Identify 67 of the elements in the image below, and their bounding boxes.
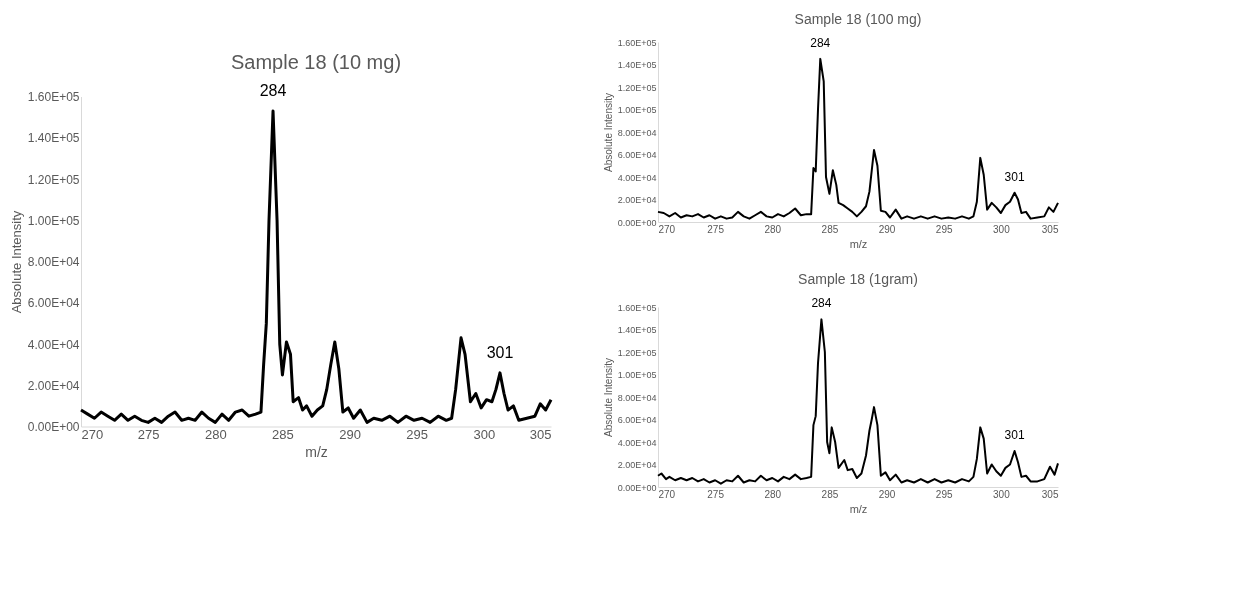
y-tick-label: 6.00E+04 [617, 415, 657, 425]
x-axis-title: m/z [849, 502, 868, 515]
line-series [79, 109, 553, 424]
y-tick-label: 1.20E+05 [617, 82, 657, 93]
y-tick-label: 0.00E+00 [617, 217, 657, 228]
y-tick-label: 2.00E+04 [27, 378, 80, 393]
y-tick-label: 1.40E+05 [617, 60, 657, 70]
annotation: 301 [1004, 169, 1025, 184]
y-tick-label: 1.40E+05 [617, 325, 657, 335]
x-tick-label: 275 [137, 427, 160, 442]
x-tick-label: 295 [935, 488, 953, 500]
y-tick-label: 1.60E+05 [617, 302, 657, 313]
annotation: 284 [811, 296, 832, 311]
x-axis-title: m/z [849, 237, 868, 250]
y-tick-label: 6.00E+04 [617, 150, 657, 160]
x-tick-label: 270 [81, 427, 104, 442]
x-tick-label: 290 [339, 427, 361, 442]
x-tick-label: 275 [707, 488, 725, 500]
x-tick-label: 280 [764, 488, 782, 500]
x-tick-label: 285 [821, 488, 839, 500]
y-tick-label: 0.00E+00 [27, 420, 80, 434]
y-tick-label: 1.60E+05 [617, 37, 657, 48]
x-tick-label: 280 [204, 427, 227, 442]
chart-title: Sample 18 (100 mg) [794, 10, 922, 27]
y-tick-label: 1.00E+05 [617, 105, 657, 115]
y-tick-label: 1.20E+05 [27, 172, 80, 187]
x-tick-label: 270 [658, 488, 676, 500]
y-axis-title: Absolute Intensity [602, 93, 614, 172]
x-axis-title: m/z [305, 444, 328, 460]
x-tick-label: 305 [1041, 223, 1059, 235]
x-tick-label: 285 [272, 427, 294, 442]
x-tick-label: 295 [935, 223, 953, 235]
y-tick-label: 4.00E+04 [617, 172, 657, 183]
x-tick-label: 300 [993, 223, 1011, 235]
y-tick-label: 8.00E+04 [27, 255, 80, 269]
y-tick-label: 1.60E+05 [27, 90, 80, 104]
x-tick-label: 300 [993, 488, 1011, 500]
x-tick-label: 280 [764, 223, 782, 235]
annotation: 301 [486, 343, 514, 361]
annotation: 284 [259, 81, 287, 99]
x-tick-label: 305 [1041, 488, 1059, 500]
y-tick-label: 6.00E+04 [27, 296, 80, 311]
y-tick-label: 4.00E+04 [27, 337, 80, 352]
x-tick-label: 300 [473, 427, 496, 442]
y-tick-label: 1.00E+05 [617, 370, 657, 380]
x-tick-label: 290 [878, 488, 896, 500]
y-tick-label: 0.00E+00 [617, 482, 657, 493]
annotation: 301 [1004, 428, 1025, 442]
chart-title: Sample 18 (10 mg) [230, 50, 402, 73]
y-tick-label: 1.40E+05 [27, 131, 80, 146]
y-tick-label: 8.00E+04 [617, 127, 657, 138]
y-tick-label: 1.00E+05 [27, 213, 80, 228]
y-tick-label: 1.20E+05 [617, 347, 657, 358]
y-tick-label: 2.00E+04 [617, 195, 657, 205]
x-tick-label: 295 [406, 427, 429, 442]
y-tick-label: 4.00E+04 [617, 437, 657, 448]
y-tick-label: 8.00E+04 [617, 392, 657, 403]
x-tick-label: 290 [878, 223, 896, 235]
x-tick-label: 305 [529, 427, 552, 442]
x-tick-label: 275 [707, 223, 725, 235]
y-axis-title: Absolute Intensity [8, 210, 24, 314]
annotation: 284 [810, 35, 831, 50]
x-tick-label: 285 [821, 223, 839, 235]
y-axis-title: Absolute Intensity [602, 358, 614, 437]
x-tick-label: 270 [658, 223, 676, 235]
y-tick-label: 2.00E+04 [617, 460, 657, 470]
chart-title: Sample 18 (1gram) [798, 271, 918, 288]
